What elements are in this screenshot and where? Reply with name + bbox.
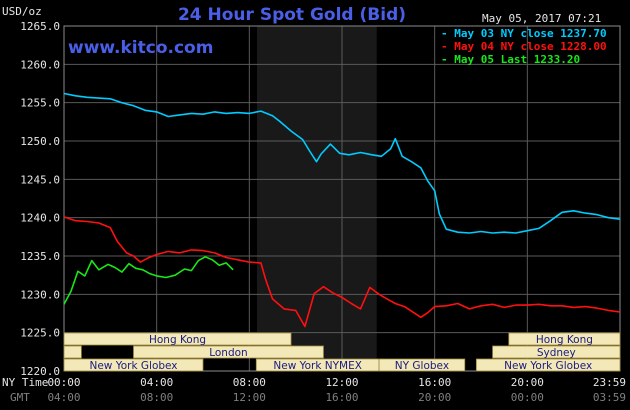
x-tick-ny: 04:00 xyxy=(140,376,173,389)
y-tick-label: 1225.0 xyxy=(20,327,60,340)
y-tick-label: 1240.0 xyxy=(20,212,60,225)
y-tick-label: 1230.0 xyxy=(20,288,60,301)
y-tick-label: 1250.0 xyxy=(20,135,60,148)
legend-entry-may05: - May 05 Last 1233.20 xyxy=(441,53,580,66)
session-bars: Hong Kong New York Globex London New York N… xyxy=(63,332,621,372)
session-label: New York NYMEX xyxy=(273,360,362,372)
x-tick-gmt: 12:00 xyxy=(233,391,266,404)
y-tick-label: 1265.0 xyxy=(20,20,60,33)
unit-label: USD/oz xyxy=(2,5,42,18)
y-axis: 1220.0 1225.0 1230.0 1235.0 1240.0 1245.0 1250… xyxy=(20,20,60,378)
x-tick-ny: 20:00 xyxy=(511,376,544,389)
session-label: London xyxy=(209,347,248,359)
session-label: New York Globex xyxy=(89,360,177,372)
grid xyxy=(64,25,620,372)
session-bar xyxy=(133,345,324,359)
brand-url: www.kitco.com xyxy=(68,38,213,58)
session-label: Sydney xyxy=(537,347,576,359)
session-bar xyxy=(475,358,621,372)
session-label: New York Globex xyxy=(504,360,592,372)
x-tick-gmt: 08:00 xyxy=(140,391,173,404)
y-tick-label: 1220.0 xyxy=(20,365,60,378)
nymex-session-band xyxy=(256,26,377,371)
y-tick-label: 1245.0 xyxy=(20,173,60,186)
x-tick-ny: 23:59 xyxy=(593,376,626,389)
y-tick-label: 1255.0 xyxy=(20,97,60,110)
session-bar xyxy=(63,332,292,346)
x-tick-gmt: 16:00 xyxy=(325,391,358,404)
session-bar xyxy=(492,345,621,359)
session-bar xyxy=(63,358,204,372)
x-tick-gmt: 00:00 xyxy=(511,391,544,404)
chart-title: 24 Hour Spot Gold (Bid) xyxy=(178,5,406,25)
y-tick-label: 1235.0 xyxy=(20,250,60,263)
series-line-1 xyxy=(63,216,621,328)
y-tick-label: 1260.0 xyxy=(20,58,60,71)
session-bar xyxy=(63,345,82,359)
legend: - May 03 NY close 1237.70 - May 04 NY cl… xyxy=(441,27,607,66)
x-tick-ny: 00:00 xyxy=(47,376,80,389)
x-tick-ny: 16:00 xyxy=(418,376,451,389)
session-label: NY Globex xyxy=(395,360,449,372)
x-tick-ny: 08:00 xyxy=(233,376,266,389)
legend-entry-may04: - May 04 NY close 1228.00 xyxy=(441,40,607,53)
session-bar xyxy=(508,332,621,346)
x-tick-gmt: 20:00 xyxy=(418,391,451,404)
x-axis: 00:00 04:00 04:00 08:00 08:00 12:00 12:00 16:00… xyxy=(47,376,626,404)
x-tick-gmt: 03:59 xyxy=(593,391,626,404)
gmt-label: GMT xyxy=(10,391,30,404)
x-tick-ny: 12:00 xyxy=(325,376,358,389)
series-lines xyxy=(63,92,621,328)
session-bar xyxy=(378,358,466,372)
session-label: Hong Kong xyxy=(536,334,593,346)
ny-time-label: NY Time xyxy=(2,376,48,389)
legend-entry-may03: - May 03 NY close 1237.70 xyxy=(441,27,607,40)
series-line-0 xyxy=(63,92,621,234)
series-line-2 xyxy=(63,256,234,305)
session-label: Hong Kong xyxy=(149,334,206,346)
timestamp: May 05, 2017 07:21 xyxy=(482,12,601,25)
x-tick-gmt: 04:00 xyxy=(47,391,80,404)
